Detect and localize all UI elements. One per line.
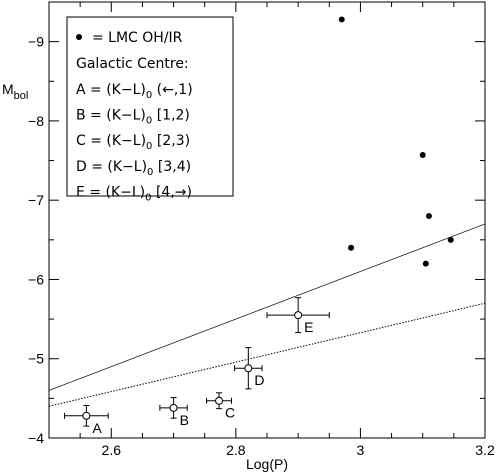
legend-entry: E = (K−L)0 [4,→) — [76, 184, 192, 203]
lmc-point — [425, 213, 432, 220]
y-axis-label: Mbol — [2, 81, 28, 102]
legend-entry: D = (K−L)0 [3,4) — [76, 159, 191, 178]
point-label: D — [254, 372, 264, 388]
legend-entry: B = (K−L)0 [1,2) — [76, 108, 190, 127]
galactic-centre-point — [169, 403, 178, 412]
galactic-centre-point — [294, 311, 303, 320]
x-tick-label: 3 — [357, 442, 365, 458]
point-label: B — [180, 412, 189, 428]
lmc-point — [422, 260, 429, 267]
galactic-centre-point — [244, 364, 253, 373]
lmc-point — [419, 151, 426, 158]
lmc-point — [348, 244, 355, 251]
galactic-centre-point — [215, 396, 224, 405]
y-tick-label: −4 — [28, 430, 44, 446]
y-tick-label: −9 — [28, 34, 44, 50]
y-axis-label-sub: bol — [14, 90, 29, 102]
y-tick-label: −6 — [28, 271, 44, 287]
x-tick-label: 2.8 — [226, 442, 246, 458]
galactic-centre-point — [82, 411, 91, 420]
dotted-fit-line — [48, 302, 486, 407]
y-tick-label: −5 — [28, 351, 44, 367]
legend: = LMC OH/IR Galactic Centre: A = (K−L)0 … — [66, 16, 234, 203]
legend-entry: A = (K−L)0 (←,1) — [76, 82, 193, 101]
legend-box — [66, 16, 234, 197]
x-tick-label: 2.6 — [102, 442, 122, 458]
legend-entry: C = (K−L)0 [2,3) — [76, 133, 190, 152]
point-label: E — [304, 319, 313, 335]
legend-dot-marker — [76, 34, 82, 40]
y-axis-label-main: M — [2, 81, 14, 97]
lmc-point — [447, 236, 454, 243]
y-tick-labels: −4 −5 −6 −7 −8 −9 — [28, 34, 44, 446]
axis-ticks — [48, 1, 486, 439]
x-tick-labels: 2.6 2.8 3 3.2 — [102, 442, 495, 458]
data-points: A B C D E — [82, 16, 454, 436]
legend-entries: A = (K−L)0 (←,1) B = (K−L)0 [1,2) C = (K−L… — [76, 82, 193, 203]
y-tick-label: −8 — [28, 113, 44, 129]
error-bars — [64, 297, 330, 427]
y-tick-label: −7 — [28, 192, 44, 208]
legend-heading: Galactic Centre: — [76, 56, 189, 72]
point-label: C — [225, 405, 235, 421]
lmc-point — [338, 16, 345, 23]
solid-fit-line — [48, 223, 486, 391]
point-label: A — [92, 420, 102, 436]
x-tick-label: 3.2 — [475, 442, 495, 458]
fit-lines — [48, 223, 486, 407]
legend-dot-label: = LMC OH/IR — [92, 30, 183, 46]
x-axis-label: Log(P) — [246, 456, 288, 472]
